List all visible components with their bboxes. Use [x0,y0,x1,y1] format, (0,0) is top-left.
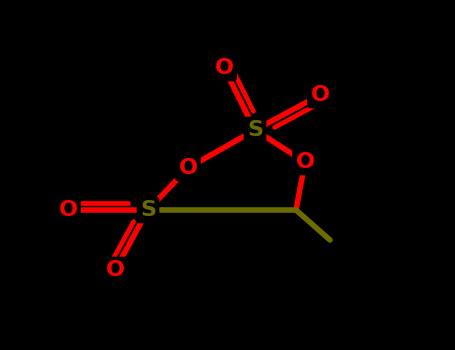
Text: S: S [247,120,263,140]
Text: O: O [178,158,197,178]
Text: O: O [214,58,233,78]
Text: S: S [140,200,156,220]
Text: O: O [310,85,329,105]
Text: O: O [106,260,125,280]
Text: O: O [295,152,314,172]
Text: O: O [59,200,77,220]
